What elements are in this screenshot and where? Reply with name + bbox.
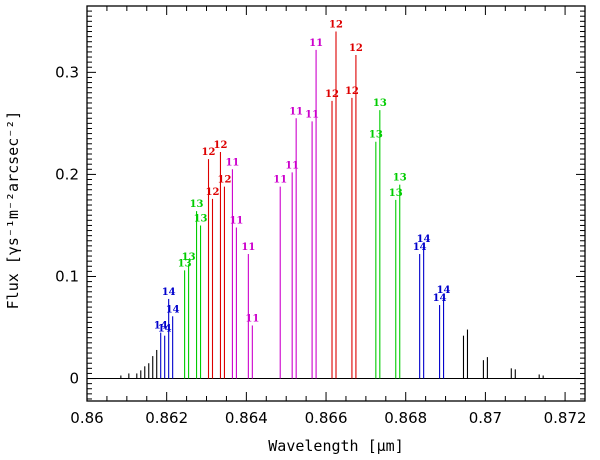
peak-label-magenta-7: 11 bbox=[305, 109, 319, 120]
peak-label-red-1: 12 bbox=[206, 187, 220, 198]
x-tick-label: 0.86 bbox=[70, 409, 103, 427]
peak-label-red-7: 12 bbox=[349, 43, 363, 54]
peak-label-magenta-6: 11 bbox=[289, 106, 303, 117]
peak-label-blue-6: 14 bbox=[433, 293, 447, 304]
peak-label-red-0: 12 bbox=[202, 147, 216, 158]
peak-label-green-6: 13 bbox=[389, 188, 403, 199]
plot-frame bbox=[86, 5, 586, 402]
peak-label-blue-2: 14 bbox=[162, 287, 176, 298]
peak-label-blue-3: 14 bbox=[166, 304, 180, 315]
y-axis: 0 0.1 0.2 0.3 bbox=[55, 10, 585, 400]
peak-label-blue-7: 14 bbox=[437, 285, 451, 296]
peak-label-green-2: 13 bbox=[190, 199, 204, 210]
peak-labels: 1414141414141414131313131313131312121212… bbox=[154, 20, 451, 335]
peak-label-magenta-2: 11 bbox=[241, 242, 255, 253]
peak-label-red-5: 12 bbox=[329, 20, 343, 31]
peak-label-green-0: 13 bbox=[178, 258, 192, 269]
peak-label-blue-0: 14 bbox=[154, 321, 168, 332]
peak-label-green-3: 13 bbox=[194, 213, 208, 224]
peak-label-magenta-5: 11 bbox=[285, 160, 299, 171]
peak-label-blue-4: 14 bbox=[413, 242, 427, 253]
x-tick-label: 0.866 bbox=[305, 409, 348, 427]
peak-label-magenta-8: 11 bbox=[309, 38, 323, 49]
x-axis: 0.86 0.862 0.864 0.866 0.868 0.87 0.872 bbox=[70, 6, 587, 427]
peak-label-green-1: 13 bbox=[182, 252, 196, 263]
peak-label-green-4: 13 bbox=[369, 130, 383, 141]
peak-label-magenta-1: 11 bbox=[229, 215, 243, 226]
x-tick-label: 0.872 bbox=[544, 409, 587, 427]
peak-label-magenta-0: 11 bbox=[225, 157, 239, 168]
y-tick-label: 0.1 bbox=[55, 267, 79, 285]
y-tick-label: 0.2 bbox=[55, 165, 79, 183]
x-tick-label: 0.87 bbox=[469, 409, 502, 427]
stem-lines bbox=[120, 31, 544, 379]
peak-label-magenta-3: 11 bbox=[245, 313, 259, 324]
peak-label-magenta-4: 11 bbox=[273, 175, 287, 186]
x-tick-label: 0.862 bbox=[145, 409, 188, 427]
peak-label-green-7: 13 bbox=[393, 173, 407, 184]
peak-label-red-6: 12 bbox=[345, 86, 359, 97]
x-tick-label: 0.868 bbox=[384, 409, 427, 427]
peak-label-red-4: 12 bbox=[325, 89, 339, 100]
peak-label-blue-5: 14 bbox=[417, 234, 431, 245]
peak-label-green-5: 13 bbox=[373, 98, 387, 109]
x-axis-label: Wavelength [μm] bbox=[268, 437, 403, 455]
peak-label-red-2: 12 bbox=[214, 140, 228, 151]
x-tick-label: 0.864 bbox=[225, 409, 268, 427]
y-tick-label: 0 bbox=[69, 370, 79, 388]
peak-label-blue-1: 14 bbox=[158, 324, 172, 335]
y-axis-label: Flux [γs⁻¹m⁻²arcsec⁻²] bbox=[4, 111, 22, 310]
peak-label-red-3: 12 bbox=[217, 175, 231, 186]
y-tick-label: 0.3 bbox=[55, 63, 79, 81]
